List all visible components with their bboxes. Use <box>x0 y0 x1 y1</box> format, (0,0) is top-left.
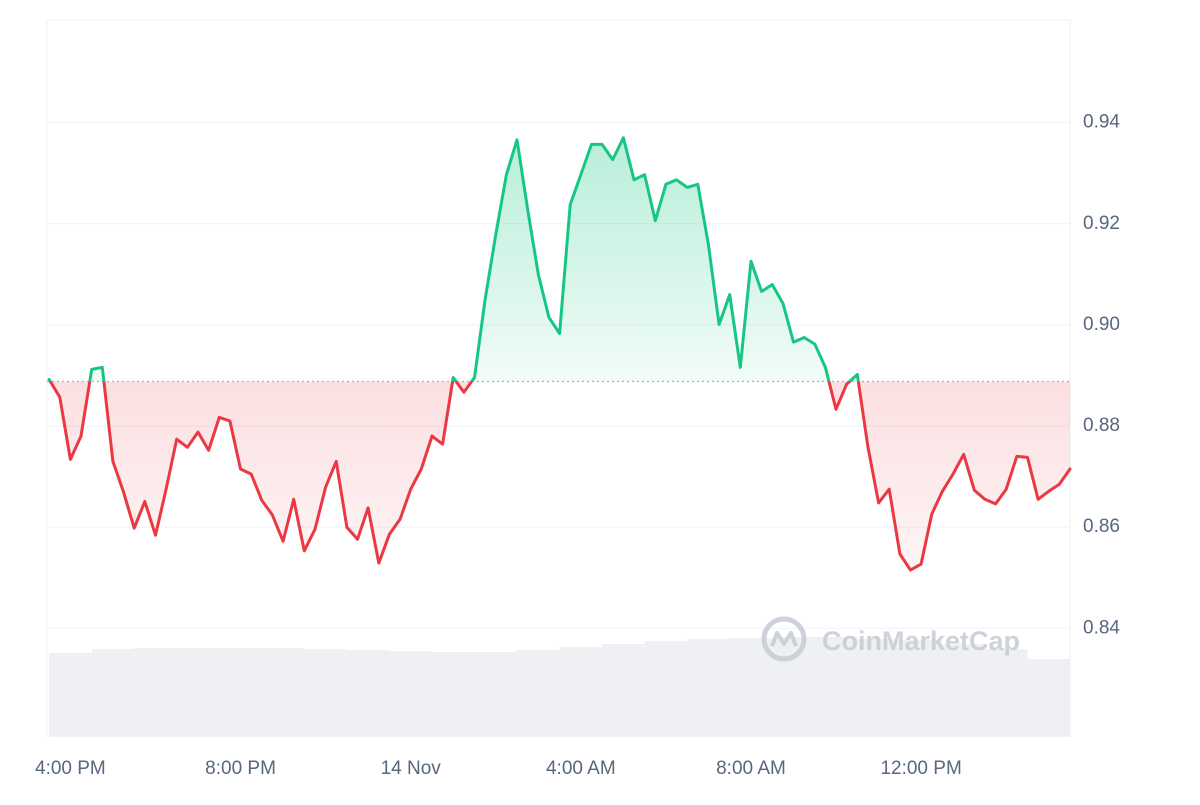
volume-bar <box>49 653 92 737</box>
label-layer: 0.84 0.86 0.88 0.90 0.92 0.94 4:00 PM 8:00 PM 14… <box>35 112 1120 779</box>
x-tick-label: 8:00 PM <box>205 758 276 779</box>
y-tick-label: 0.86 <box>1083 516 1120 537</box>
volume-bar <box>134 648 177 737</box>
volume-bar <box>176 648 220 737</box>
volume-bar <box>602 644 645 737</box>
volume-bar <box>474 652 518 737</box>
y-tick-label: 0.88 <box>1083 415 1120 436</box>
y-tick-label: 0.94 <box>1083 112 1120 133</box>
volume-bar <box>559 647 603 737</box>
volume-bar <box>91 649 135 737</box>
watermark-logo-mark <box>770 631 798 647</box>
volume-bar <box>219 648 262 737</box>
x-tick-label: 8:00 AM <box>716 758 786 779</box>
watermark: CoinMarketCap <box>761 616 1020 662</box>
volume-bar <box>899 640 943 737</box>
volume-bar <box>304 649 347 737</box>
volume-layer <box>49 637 1070 737</box>
volume-bar <box>644 641 688 737</box>
volume-bar <box>346 650 390 737</box>
volume-bar <box>729 638 773 737</box>
x-tick-label: 4:00 AM <box>546 758 616 779</box>
data-layer <box>47 136 1072 572</box>
volume-bar <box>1027 659 1070 737</box>
volume-bar <box>772 637 815 737</box>
y-tick-label: 0.90 <box>1083 314 1120 335</box>
volume-bar <box>984 649 1028 737</box>
volume-bar <box>431 652 475 737</box>
watermark-logo <box>761 616 807 662</box>
y-tick-label: 0.92 <box>1083 213 1120 234</box>
y-tick-label: 0.84 <box>1083 617 1120 638</box>
volume-bar <box>857 639 900 737</box>
x-tick-label: 12:00 PM <box>880 758 961 779</box>
volume-bar <box>389 651 432 737</box>
x-tick-label: 14 Nov <box>381 758 442 779</box>
price-line <box>47 136 1072 572</box>
volume-bar <box>687 639 730 737</box>
watermark-text: CoinMarketCap <box>822 626 1020 656</box>
x-tick-label: 4:00 PM <box>35 758 106 779</box>
volume-bar <box>814 637 858 737</box>
volume-bar <box>261 648 305 737</box>
volume-bar <box>942 644 985 737</box>
price-area <box>49 137 1071 571</box>
volume-bar <box>517 650 560 737</box>
